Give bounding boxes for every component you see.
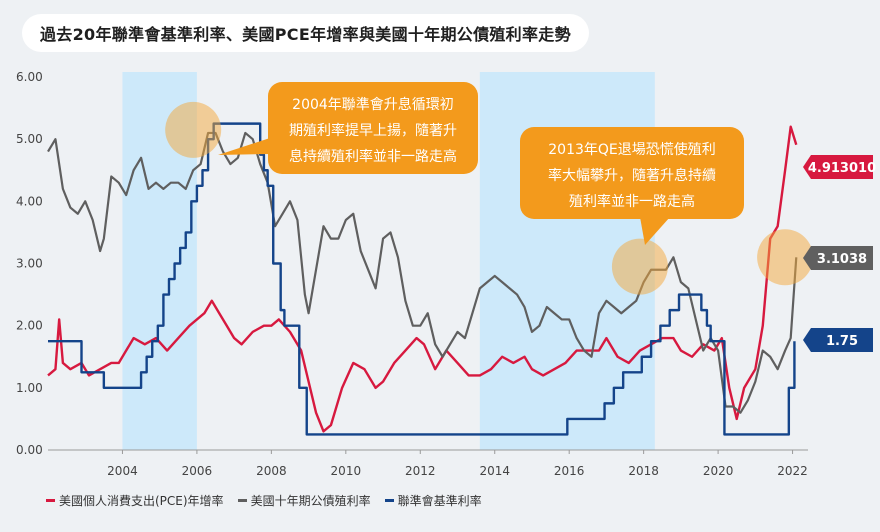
- x-tick-label: 2006: [182, 464, 213, 478]
- callout-text-line: 率大幅攀升，隨著升息持續: [548, 167, 716, 184]
- y-tick-label: 4.00: [16, 194, 43, 208]
- legend: 美國個人消費支出(PCE)年增率 美國十年期公債殖利率 聯準會基準利率: [46, 492, 482, 509]
- y-tick-label: 0.00: [16, 443, 43, 457]
- legend-label-fed: 聯準會基準利率: [397, 494, 482, 508]
- callout-text-line: 殖利率並非一路走高: [569, 193, 695, 210]
- x-tick-label: 2010: [331, 464, 362, 478]
- callout-text-line: 息持續殖利率並非一路走高: [289, 148, 457, 165]
- legend-item-10y: 美國十年期公債殖利率: [237, 492, 371, 509]
- x-tick-label: 2004: [107, 464, 138, 478]
- callout-box: [520, 127, 744, 219]
- x-tick-label: 2016: [554, 464, 585, 478]
- x-tick-label: 2022: [777, 464, 808, 478]
- fed-funds-line: [48, 122, 796, 436]
- x-tick-label: 2012: [405, 464, 436, 478]
- highlight-circle-1: [611, 238, 668, 295]
- end-label-tag: [803, 155, 873, 179]
- end-label-text: 1.75: [826, 334, 858, 349]
- x-tick-label: 2014: [479, 464, 510, 478]
- end-label-1: 3.1038: [803, 246, 873, 270]
- y-tick-label: 3.00: [16, 257, 43, 271]
- end-label-tag: [803, 246, 873, 270]
- treasury-10y-line: [47, 131, 798, 414]
- pce-line: [47, 125, 798, 433]
- legend-item-fed: 聯準會基準利率: [384, 492, 482, 509]
- legend-label-pce: 美國個人消費支出(PCE)年增率: [59, 494, 224, 508]
- y-tick-label: 2.00: [16, 319, 43, 333]
- callout-pointer: [218, 138, 270, 155]
- chart-title: 過去20年聯準會基準利率、美國PCE年增率與美國十年期公債殖利率走勢: [22, 14, 589, 52]
- legend-label-10y: 美國十年期公債殖利率: [250, 494, 371, 508]
- callout-text-line: 2013年QE退場恐慌使殖利: [548, 141, 716, 158]
- y-tick-label: 5.00: [16, 132, 43, 146]
- legend-item-pce: 美國個人消費支出(PCE)年增率: [46, 492, 224, 509]
- legend-swatch-10y: [237, 499, 247, 502]
- x-tick-label: 2018: [628, 464, 659, 478]
- y-tick-label: 1.00: [16, 381, 43, 395]
- callout-text-line: 期殖利率提早上揚，隨著升: [289, 122, 457, 139]
- legend-swatch-pce: [46, 499, 55, 502]
- x-tick-label: 2020: [703, 464, 734, 478]
- highlight-circle-0: [165, 101, 222, 158]
- legend-swatch-fed: [384, 499, 394, 502]
- callout-box: [268, 82, 478, 174]
- callout-text-line: 2004年聯準會升息循環初: [292, 96, 454, 113]
- end-label-text: 3.1038: [817, 252, 867, 267]
- end-label-2: 1.75: [803, 328, 873, 352]
- highlight-circle-2: [757, 229, 814, 286]
- y-tick-label: 6.00: [16, 70, 43, 84]
- end-label-text: 4.913010: [808, 161, 876, 176]
- x-tick-label: 2008: [256, 464, 287, 478]
- end-label-tag: [803, 328, 873, 352]
- callout-pointer: [640, 217, 670, 245]
- end-label-0: 4.913010: [803, 155, 876, 179]
